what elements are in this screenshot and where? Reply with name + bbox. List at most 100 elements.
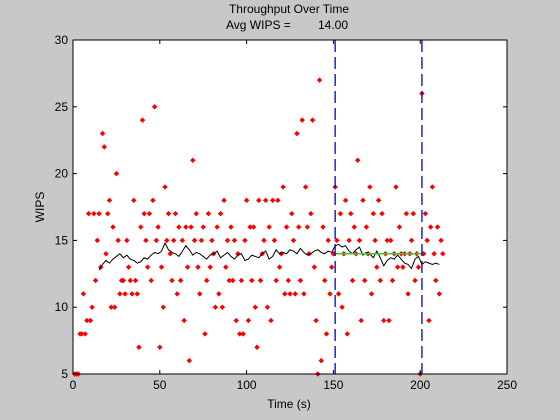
data-point [96,210,102,217]
data-point [214,224,220,230]
data-point [295,224,302,230]
data-point [289,210,295,217]
data-point [165,210,172,217]
data-point [405,291,411,297]
data-point [292,291,298,297]
data-point [368,291,375,297]
data-point [299,117,305,123]
data-point [412,277,418,284]
data-point [223,264,229,270]
data-point [80,291,87,297]
data-point [320,224,326,230]
data-point [282,291,288,297]
data-point [344,331,351,337]
data-point [327,291,333,297]
data-point [433,277,439,284]
data-point [104,210,111,217]
data-point [440,251,446,257]
avg-wips-value: 14.00 [318,18,348,32]
data-point [434,224,441,230]
data-point [275,197,281,204]
data-point [139,117,146,123]
data-point [224,237,231,244]
data-point [245,317,252,324]
data-point [249,277,255,284]
data-point [198,237,205,244]
data-point [301,291,307,297]
data-point [158,264,165,270]
data-point [106,197,113,204]
data-point [113,170,120,177]
y-tick-label: 20 [55,167,69,181]
data-point [268,317,274,324]
x-tick-label: 200 [410,378,430,392]
data-point [426,317,432,324]
data-point [172,210,179,217]
data-point [334,237,340,244]
x-tick-label: 250 [497,378,517,392]
data-point [264,304,271,310]
data-point [181,317,187,324]
avg-wips-label: Avg WIPS = [226,18,291,32]
data-point [335,291,342,297]
data-point [387,237,394,244]
axis-ticks: 0 50 100 150 200 250 5 10 15 20 25 30 [55,33,518,392]
data-point [374,264,380,270]
data-point [316,77,323,83]
data-point [202,331,208,337]
data-point [266,224,272,230]
data-point [287,291,293,297]
data-point [115,237,121,244]
x-tick-label: 0 [70,378,77,392]
data-point [110,224,116,230]
data-point [221,197,227,204]
data-point [393,184,399,190]
data-point [240,331,246,337]
data-point [290,237,297,244]
data-point [256,197,262,204]
data-point [193,210,199,217]
data-point [389,277,396,284]
data-point [356,237,363,244]
data-point [179,237,186,244]
data-point [132,277,139,284]
data-point [342,197,349,204]
data-point [349,277,356,284]
data-point [233,317,239,324]
x-axis-label: Time (s) [267,397,311,411]
data-point [217,210,224,217]
data-point [269,197,276,204]
data-point [280,184,286,190]
data-point [346,237,352,244]
data-point [184,264,191,270]
data-point [197,291,203,297]
data-point [318,357,324,364]
data-point [229,277,236,284]
data-point [167,251,173,257]
moving-average-line [98,241,440,271]
data-point [87,317,94,324]
data-point [186,357,193,364]
y-axis-label: WIPS [33,192,47,223]
data-point [308,210,314,217]
data-point [250,224,257,230]
data-point [348,210,354,217]
data-point [137,224,144,230]
data-point [431,251,437,257]
data-point [146,210,153,217]
data-point [427,224,434,230]
data-point [212,304,219,310]
data-point [170,237,177,244]
y-tick-label: 30 [55,33,69,47]
data-point [103,251,109,257]
data-point [403,210,410,217]
data-point [360,197,366,204]
data-point [325,237,331,244]
data-point [143,237,149,244]
data-point [408,237,415,244]
data-point [377,277,383,284]
data-point [363,224,370,230]
data-point [323,331,330,337]
data-point [328,264,335,270]
